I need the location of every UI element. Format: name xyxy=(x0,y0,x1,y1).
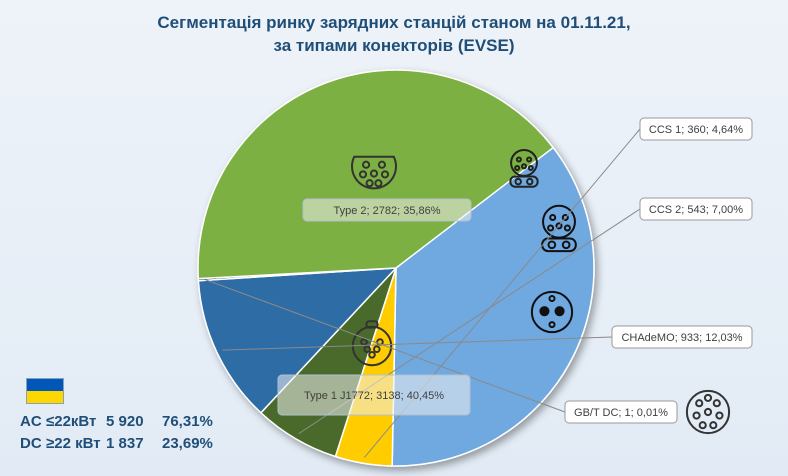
chademo-connector-icon xyxy=(530,290,574,334)
pie-slice-chademo xyxy=(197,267,398,414)
summary-ac-label: AC xyxy=(20,413,42,430)
summary-dc-share: 23,69% xyxy=(162,435,213,452)
ukraine-flag-icon xyxy=(26,378,64,404)
summary-ac-row: AC ≤22кВт 5 920 76,31% xyxy=(20,413,240,430)
chart-title-line-2: за типами конекторів (EVSE) xyxy=(273,36,515,55)
data-label-type-1-j1772: Type 1 J1772; 3138; 40,45% xyxy=(277,374,471,416)
summary-dc-row: DC ≥22 кВт 1 837 23,69% xyxy=(20,435,240,452)
data-label-type-2: Type 2; 2782; 35,86% xyxy=(302,198,472,222)
summary-dc-label: DC xyxy=(20,435,42,452)
ccs1-connector-icon xyxy=(509,148,539,188)
data-label-text: CCS 1; 360; 4,64% xyxy=(649,124,743,136)
data-label-ccs-2: CCS 2; 543; 7,00% xyxy=(298,197,753,434)
summary-dc-range: ≥22 кВт xyxy=(46,435,101,452)
data-label-text: CCS 2; 543; 7,00% xyxy=(649,204,743,216)
data-label-ccs-1: CCS 1; 360; 4,64% xyxy=(364,117,753,458)
type1-connector-icon xyxy=(351,320,393,367)
gbt-connector-icon xyxy=(685,389,731,435)
data-label-text: GB/T DC; 1; 0,01% xyxy=(574,407,668,419)
summary-ac-range: ≤22кВт xyxy=(46,413,97,430)
pie-slice-type-1-j1772 xyxy=(197,69,555,280)
summary-ac-count: 5 920 xyxy=(106,413,144,430)
summary-ac-share: 76,31% xyxy=(162,413,213,430)
ccs2-connector-icon xyxy=(541,204,577,253)
data-label-chademo: CHAdeMO; 933; 12,03% xyxy=(222,325,753,351)
data-label-text: Type 1 J1772; 3138; 40,45% xyxy=(304,390,444,402)
data-label-text: CHAdeMO; 933; 12,03% xyxy=(621,332,742,344)
type2-connector-icon xyxy=(351,155,397,190)
summary-dc-count: 1 837 xyxy=(106,435,144,452)
data-label-text: Type 2; 2782; 35,86% xyxy=(333,205,440,217)
data-label-gb-t-dc: GB/T DC; 1; 0,01% xyxy=(204,278,678,424)
chart-title-line-1: Сегментація ринку зарядних станцій стано… xyxy=(157,13,631,32)
